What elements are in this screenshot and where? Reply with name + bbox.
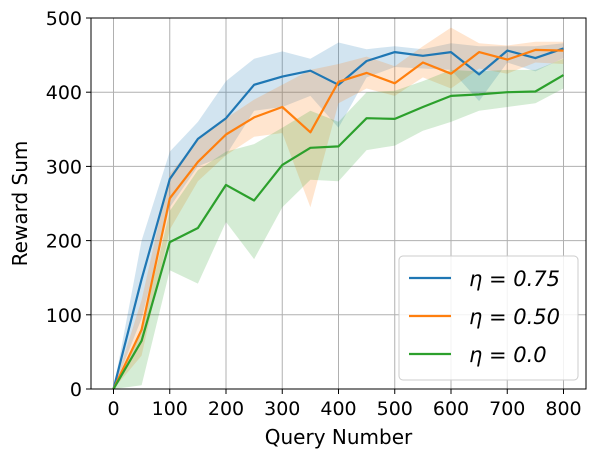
x-tick-label: 700 [489, 398, 525, 420]
legend-label-series-2: η = 0.50 [469, 305, 560, 329]
y-tick-label: 100 [46, 305, 82, 327]
y-tick-label: 0 [70, 379, 82, 401]
legend-label-series-1: η = 0.75 [469, 267, 560, 291]
x-tick-label: 100 [152, 398, 188, 420]
axes [86, 17, 587, 394]
x-tick-label: 800 [545, 398, 581, 420]
confidence-band-series-2 [113, 27, 564, 389]
plot-frame [90, 17, 587, 390]
x-tick-label: 300 [264, 398, 300, 420]
legend-box [398, 255, 579, 381]
y-tick-label: 200 [46, 231, 82, 253]
y-tick-label: 400 [46, 82, 82, 104]
y-tick-label: 300 [46, 156, 82, 178]
x-axis-label: Query Number [265, 425, 413, 449]
legend-label-series-3: η = 0.0 [469, 343, 547, 367]
x-tick-label: 500 [377, 398, 413, 420]
confidence-band-series-1 [113, 42, 564, 389]
legend: η = 0.75 η = 0.50 η = 0.0 [398, 255, 579, 381]
x-tick-label: 0 [107, 398, 119, 420]
series-line-1 [112, 47, 564, 390]
series-lines [112, 47, 565, 390]
x-tick-label: 400 [320, 398, 356, 420]
series-line-3 [112, 74, 565, 390]
x-tick-label: 600 [433, 398, 469, 420]
y-tick-label: 500 [46, 8, 82, 30]
x-tick-label: 200 [208, 398, 244, 420]
y-axis-label: Reward Sum [8, 141, 32, 267]
series-line-2 [112, 48, 564, 390]
tick-labels: 0 100 200 300 400 500 600 700 800 0 100 200 300 400 50… [46, 8, 582, 420]
